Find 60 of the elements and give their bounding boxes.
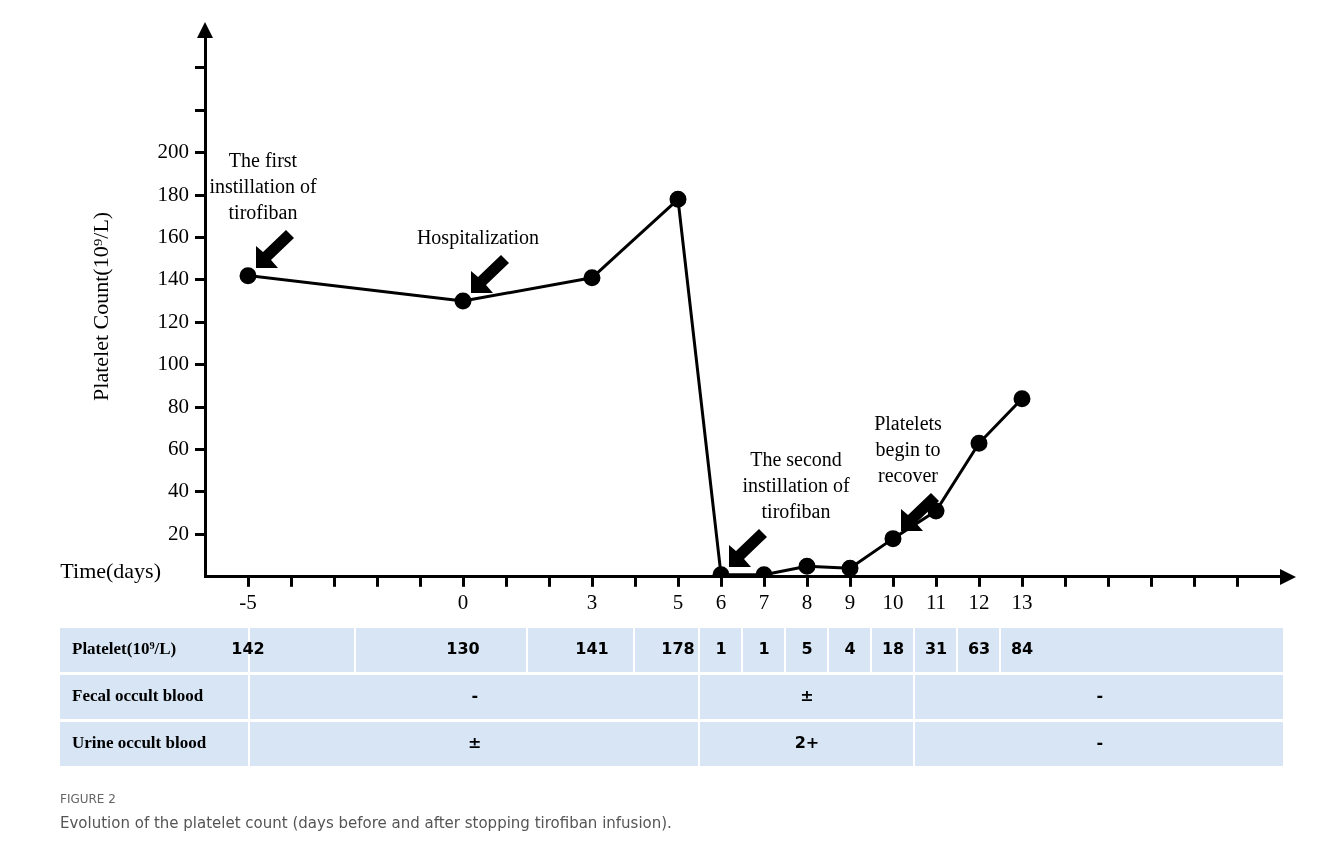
x-tick-label: 8	[801, 589, 813, 614]
text: 4	[844, 639, 856, 659]
text: 1	[715, 639, 727, 659]
point	[239, 267, 257, 285]
text: 18	[881, 639, 905, 659]
text: 5	[801, 639, 813, 659]
x-tick-label: 6	[715, 589, 727, 614]
text: 130	[446, 639, 480, 659]
x-tick-label: 5	[672, 589, 684, 614]
text: 1	[758, 639, 770, 659]
x-tick-label: 7	[758, 589, 770, 614]
caption: FIGURE 2	[60, 792, 116, 806]
annotation: The second instillation of tirofiban	[742, 447, 850, 522]
point	[884, 530, 902, 548]
x-tick-label: 11	[925, 589, 947, 614]
x-tick-label: 3	[586, 589, 598, 614]
text: 63	[967, 639, 991, 659]
y-tick-label: 60	[168, 436, 189, 461]
y-tick-label: 40	[168, 478, 189, 503]
text: Platelet(10⁹/L)	[72, 639, 177, 659]
point	[454, 292, 472, 310]
x-tick-label: 12	[968, 589, 990, 614]
text: 178	[661, 639, 695, 659]
x-tick-label: 0	[457, 589, 469, 614]
y-tick-label: 80	[168, 393, 189, 418]
text: Evolution of the platelet count (days before and after stopping tirofiban infusion).	[60, 814, 672, 832]
text: 31	[924, 639, 948, 659]
text: 141	[575, 639, 609, 659]
y-tick-label: 140	[157, 266, 189, 291]
x-tick-label: 13	[1011, 589, 1033, 614]
point	[841, 559, 859, 577]
y-tick-label: 120	[157, 308, 189, 333]
y-tick-label: 180	[157, 181, 189, 206]
y-tick-label: 20	[168, 520, 189, 545]
text: Urine occult blood	[72, 733, 207, 753]
x-axis-title: Time(days)	[60, 557, 161, 583]
text: 84	[1010, 639, 1034, 659]
text: -	[1096, 686, 1104, 706]
annotation: Platelets begin to recover	[874, 411, 943, 486]
point	[1013, 390, 1031, 408]
text: -	[1096, 733, 1104, 753]
y-tick-label: 100	[157, 351, 189, 376]
point	[669, 190, 687, 208]
annotation: The first instillation of tirofiban	[209, 148, 317, 223]
annotation: Hospitalization	[416, 226, 540, 250]
text: -	[471, 686, 479, 706]
point	[583, 269, 601, 287]
text: 2+	[794, 733, 820, 753]
y-axis-title: Platelet Count(10⁹/L)	[87, 211, 113, 401]
text: ±	[800, 686, 814, 706]
point	[970, 434, 988, 452]
y-tick-label: 200	[157, 139, 189, 164]
y-tick-label: 160	[157, 223, 189, 248]
point	[798, 557, 816, 575]
x-tick-label: 10	[882, 589, 904, 614]
x-tick-label: 9	[844, 589, 856, 614]
text: 142	[231, 639, 265, 659]
text: ±	[468, 733, 482, 753]
x-tick-label: -5	[239, 589, 257, 614]
text: Fecal occult blood	[72, 686, 204, 706]
